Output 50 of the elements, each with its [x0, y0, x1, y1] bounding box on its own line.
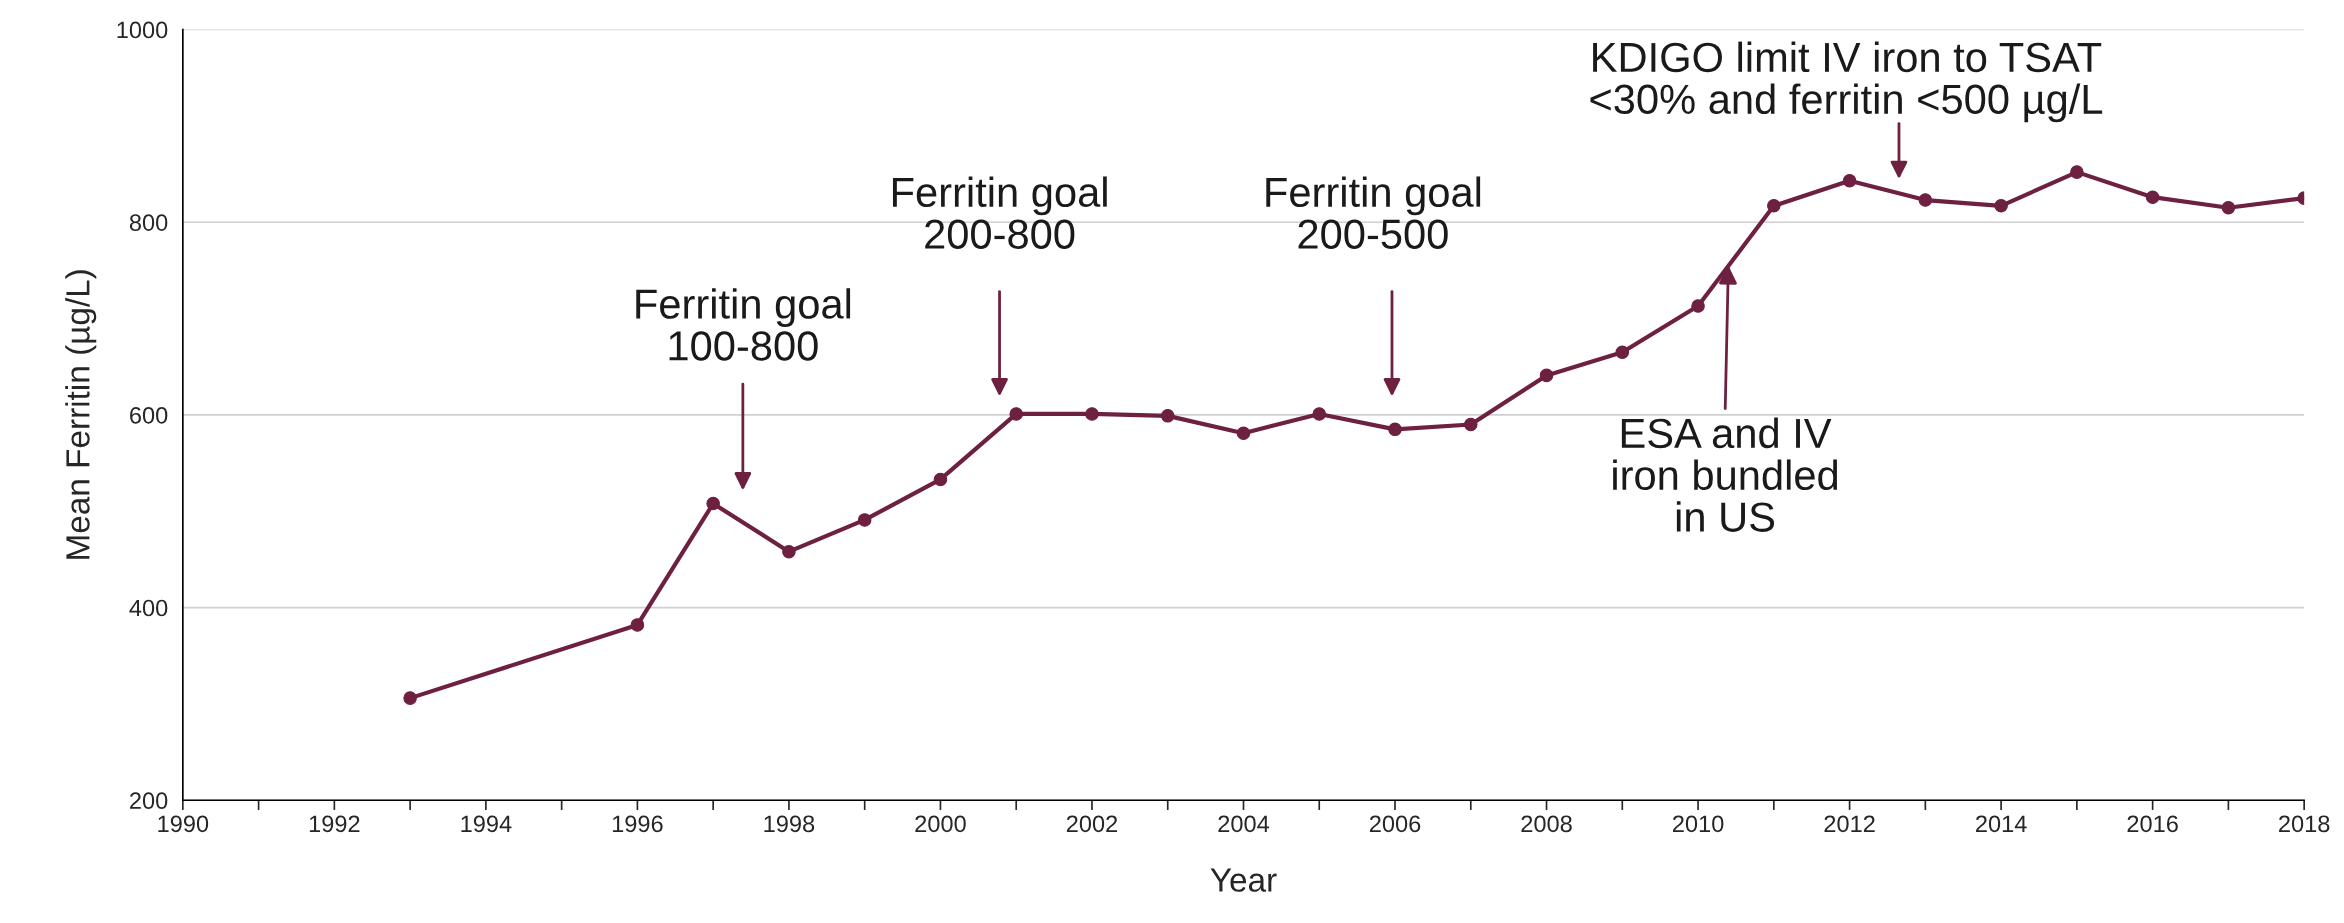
annotation: Ferritin goal 200-800: [892, 176, 1107, 249]
annotation: Ferritin goal 200-500: [1266, 176, 1481, 249]
annotation: KDIGO limit IV iron to TSAT <30% and ferritin <500 µg/L: [1590, 41, 2103, 123]
x-tick-label: 2008: [1521, 815, 1572, 833]
x-tick-label: 2010: [1672, 815, 1724, 833]
point: [1615, 345, 1630, 360]
point: [1691, 299, 1705, 313]
x-tick-label: 2004: [1218, 815, 1270, 833]
point: [1312, 407, 1327, 421]
point: [933, 472, 948, 487]
point: [1539, 368, 1554, 383]
x-tick-label: 2016: [2127, 815, 2178, 833]
y-tick-label: 400: [129, 599, 168, 617]
point: [782, 544, 796, 559]
point: [630, 618, 645, 632]
x-tick-label: 1990: [158, 815, 209, 833]
x-tick-label: 2000: [915, 815, 966, 833]
point: [1236, 426, 1251, 440]
x-tick-label: 1996: [612, 815, 663, 833]
annotation: ESA and IV iron bundled in US: [1613, 417, 1838, 532]
point: [857, 513, 872, 527]
point: [1085, 407, 1099, 421]
x-tick-label: 2002: [1066, 815, 1118, 833]
x-tick-label: 1992: [309, 815, 360, 833]
point: [2221, 200, 2236, 215]
x-tick-label: 2006: [1369, 815, 1421, 833]
x-tick-label: 2012: [1824, 815, 1875, 833]
point: [1842, 174, 1857, 188]
point: [1388, 422, 1402, 437]
x-axis-title: Year: [1210, 868, 1277, 892]
y-tick-label: 800: [129, 214, 168, 231]
point: [1160, 409, 1175, 423]
x-tick-label: 1998: [764, 815, 815, 833]
point: [403, 691, 417, 705]
point: [706, 496, 720, 511]
point: [2070, 165, 2084, 179]
y-tick-label: 200: [130, 792, 168, 810]
point: [1994, 199, 2008, 213]
x-tick-label: 1994: [461, 815, 512, 833]
point: [1767, 199, 1781, 213]
y-tick-label: 1000: [117, 21, 168, 39]
point: [1009, 407, 1023, 421]
annotation: Ferritin goal 100-800: [636, 288, 851, 361]
x-tick-label: 2014: [1976, 815, 2027, 833]
point: [2145, 190, 2160, 204]
point: [1464, 417, 1478, 432]
x-tick-label: 2018: [2279, 815, 2330, 833]
point: [1918, 193, 1933, 207]
y-tick-label: 600: [130, 406, 168, 424]
y-axis-title: Mean Ferritin (µg/L): [65, 270, 97, 559]
